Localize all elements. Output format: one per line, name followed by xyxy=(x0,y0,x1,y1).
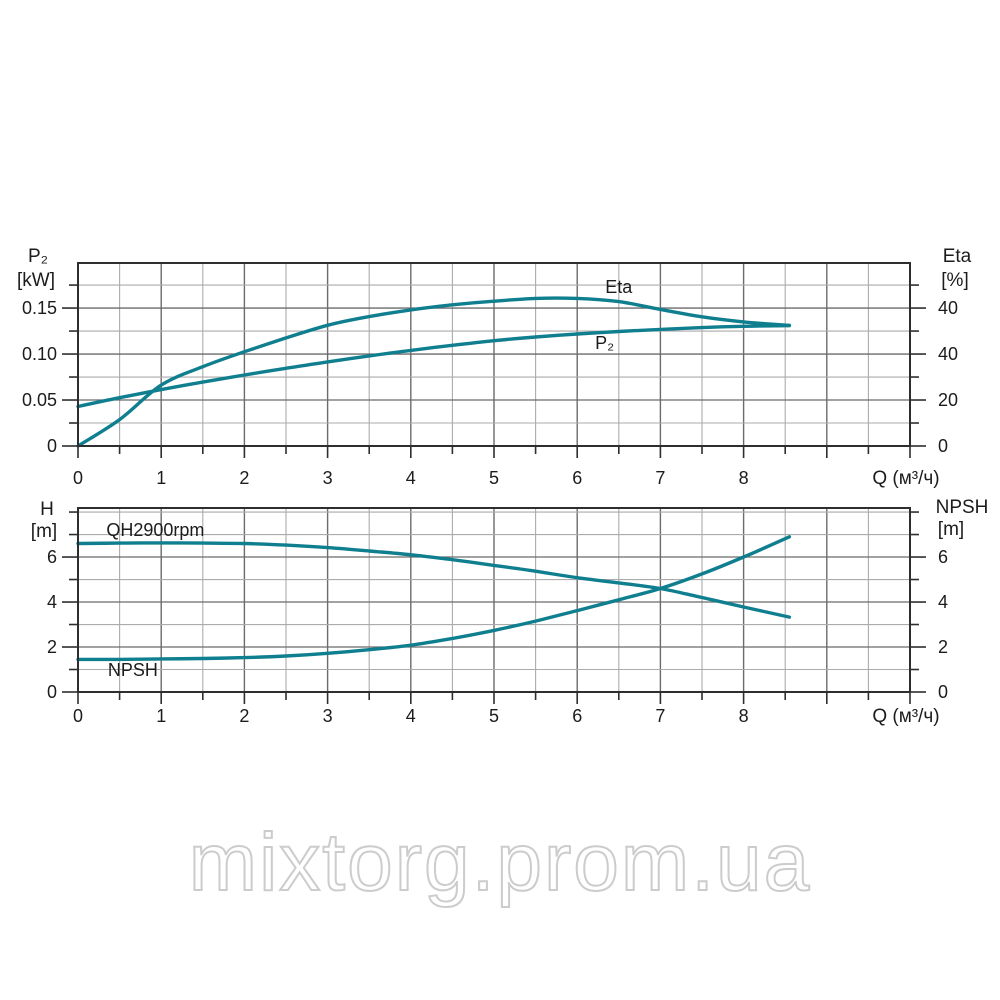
y-left-tick-label: 0 xyxy=(47,436,57,456)
y-right-axis-unit: [m] xyxy=(938,519,964,540)
x-tick-label: 4 xyxy=(406,706,416,726)
x-tick-label: 2 xyxy=(239,706,249,726)
axis-ticks xyxy=(62,511,926,704)
y-right-tick-label: 40 xyxy=(938,298,958,318)
y-right-tick-label: 4 xyxy=(938,592,948,612)
x-tick-label: 6 xyxy=(572,706,582,726)
grid xyxy=(78,263,910,446)
x-tick-label: 3 xyxy=(323,468,333,488)
y-left-tick-label: 0.10 xyxy=(22,344,57,364)
grid xyxy=(78,508,910,692)
x-axis-title: Q (м³/ч) xyxy=(872,706,939,727)
x-tick-label: 5 xyxy=(489,468,499,488)
chart-p2-eta: Eta P₂ 0 1 2 3 4 5 6 7 8 0 0.05 0.10 0.15 0 20 40 40 P₂ [kW]… xyxy=(17,246,972,489)
axis-ticks xyxy=(62,284,926,458)
y-left-axis-unit: [m] xyxy=(31,521,57,542)
y-right-tick-label: 0 xyxy=(938,682,948,702)
y-right-tick-label: 2 xyxy=(938,637,948,657)
y-left-axis-unit: [kW] xyxy=(17,270,55,291)
y-left-tick-label: 0.15 xyxy=(22,298,57,318)
y-left-tick-label: 0.05 xyxy=(22,390,57,410)
x-tick-label: 6 xyxy=(572,468,582,488)
y-right-axis-title: Eta xyxy=(943,246,972,267)
x-tick-label: 0 xyxy=(73,706,83,726)
x-axis-title: Q (м³/ч) xyxy=(872,468,939,489)
y-left-tick-label: 0 xyxy=(47,682,57,702)
curve-eta xyxy=(76,296,792,448)
x-tick-label: 8 xyxy=(739,468,749,488)
x-tick-label: 5 xyxy=(489,706,499,726)
watermark-text: mixtorg.prom.ua xyxy=(189,817,811,908)
y-left-axis-title: H xyxy=(40,499,54,520)
y-right-axis-title: NPSH xyxy=(936,497,989,518)
y-right-tick-label: 0 xyxy=(938,436,948,456)
curve-npsh xyxy=(76,535,792,662)
x-tick-label: 4 xyxy=(406,468,416,488)
curve-label-qh2900rpm: QH2900rpm xyxy=(106,520,204,540)
curve-label-npsh: NPSH xyxy=(108,660,158,680)
x-tick-label: 0 xyxy=(73,468,83,488)
y-left-tick-label: 4 xyxy=(47,592,57,612)
curve-p2 xyxy=(76,323,792,409)
y-right-axis-unit: [%] xyxy=(941,270,968,291)
x-tick-label: 2 xyxy=(239,468,249,488)
y-right-tick-label: 20 xyxy=(938,390,958,410)
x-tick-label: 7 xyxy=(655,706,665,726)
x-tick-label: 1 xyxy=(156,706,166,726)
y-right-tick-label: 6 xyxy=(938,547,948,567)
x-tick-label: 7 xyxy=(655,468,665,488)
y-left-tick-label: 6 xyxy=(47,547,57,567)
curve-label-eta: Eta xyxy=(605,277,633,297)
x-tick-label: 3 xyxy=(323,706,333,726)
y-right-tick-label: 40 xyxy=(938,344,958,364)
y-left-tick-label: 2 xyxy=(47,637,57,657)
x-tick-label: 8 xyxy=(739,706,749,726)
x-tick-label: 1 xyxy=(156,468,166,488)
curve-label-p2: P₂ xyxy=(595,333,614,353)
y-left-axis-title: P₂ xyxy=(28,246,48,267)
